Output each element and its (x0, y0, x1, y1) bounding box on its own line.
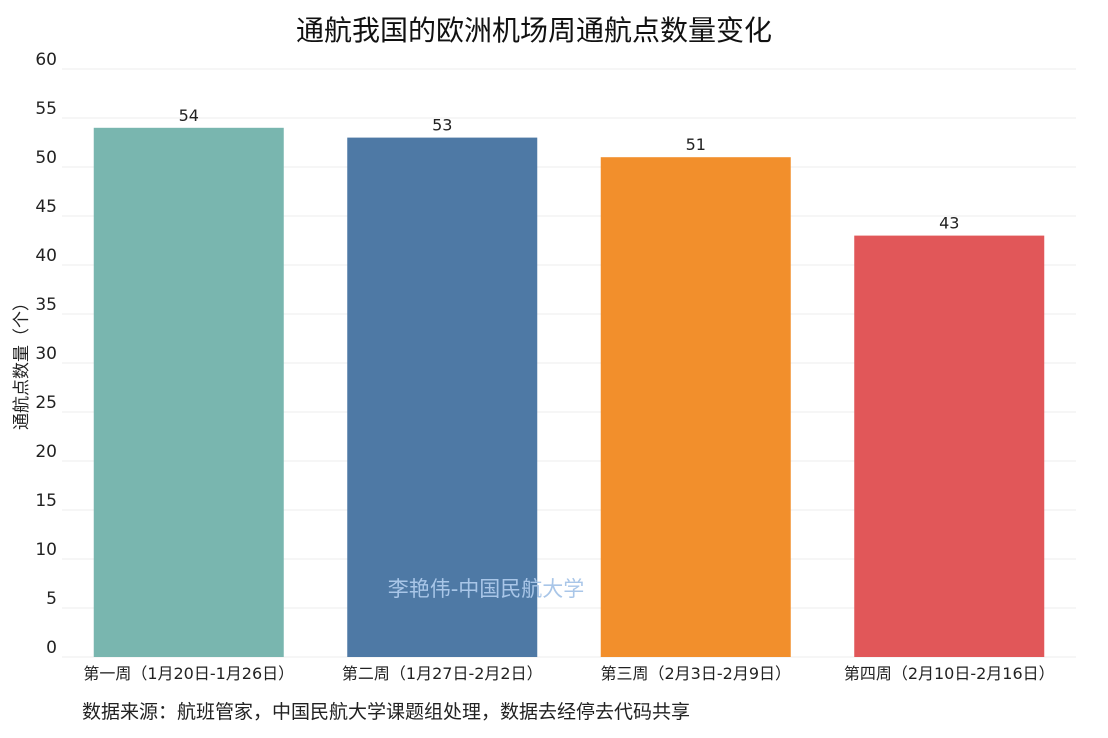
data-labels: 54 53 51 43 (179, 106, 960, 233)
bars (93, 127, 1045, 658)
x-category-label: 第一周（1月20日-1月26日） (83, 664, 294, 683)
y-tick-label: 60 (35, 50, 57, 70)
x-axis-categories: 第一周（1月20日-1月26日） 第二周（1月27日-2月2日） 第三周（2月3日-… (83, 664, 1054, 683)
bar-value-label: 51 (686, 135, 706, 154)
y-tick-label: 30 (35, 344, 57, 364)
x-category-label: 第三周（2月3日-2月9日） (601, 664, 792, 683)
y-axis-label: 通航点数量（个） (12, 294, 32, 430)
source-note: 数据来源：航班管家，中国民航大学课题组处理，数据去经停去代码共享 (82, 701, 690, 723)
y-tick-label: 15 (35, 491, 57, 511)
bar-value-label: 43 (939, 214, 959, 233)
x-category-label: 第四周（2月10日-2月16日） (844, 664, 1055, 683)
y-tick-label: 25 (35, 393, 57, 413)
y-tick-label: 5 (46, 589, 57, 609)
bar-value-label: 53 (432, 116, 452, 135)
bar (854, 235, 1045, 657)
bar-value-label: 54 (179, 106, 199, 125)
y-tick-label: 0 (46, 638, 57, 658)
y-axis-ticks: 0 5 10 15 20 25 30 35 40 45 50 55 60 (35, 50, 57, 658)
y-tick-label: 20 (35, 442, 57, 462)
chart-title: 通航我国的欧洲机场周通航点数量变化 (296, 14, 772, 47)
bar (93, 127, 284, 658)
bar (347, 137, 538, 658)
y-tick-label: 55 (35, 99, 57, 119)
y-tick-label: 50 (35, 148, 57, 168)
y-tick-label: 40 (35, 246, 57, 266)
y-tick-label: 45 (35, 197, 57, 217)
x-category-label: 第二周（1月27日-2月2日） (342, 664, 543, 683)
watermark: 李艳伟-中国民航大学 (388, 577, 585, 601)
y-tick-label: 10 (35, 540, 57, 560)
bar (600, 157, 791, 657)
y-tick-label: 35 (35, 295, 57, 315)
